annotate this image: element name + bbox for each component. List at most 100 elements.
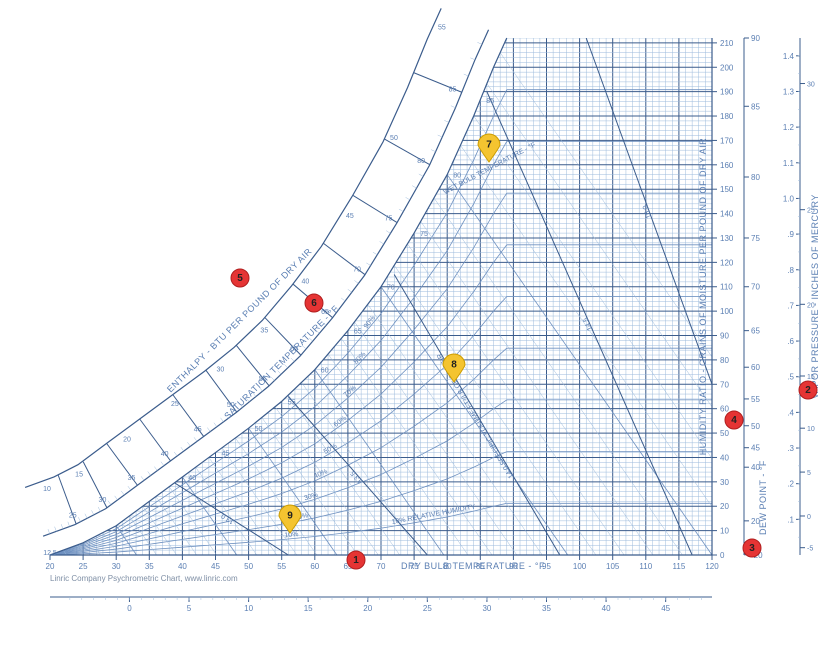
svg-text:0: 0 [807, 514, 811, 521]
svg-text:0: 0 [127, 604, 132, 613]
svg-text:75: 75 [385, 215, 393, 222]
marker-yellow-9: 9 [279, 505, 301, 533]
svg-text:40: 40 [720, 453, 729, 462]
svg-text:20: 20 [123, 436, 131, 443]
svg-text:25: 25 [79, 562, 88, 571]
svg-text:35: 35 [145, 562, 154, 571]
svg-text:45: 45 [211, 562, 220, 571]
svg-text:200: 200 [720, 63, 734, 72]
svg-text:60: 60 [321, 368, 329, 375]
svg-text:1.2: 1.2 [783, 123, 795, 132]
svg-text:40: 40 [161, 451, 169, 458]
svg-text:70: 70 [387, 285, 395, 292]
svg-text:85: 85 [751, 102, 760, 111]
svg-text:20: 20 [46, 562, 55, 571]
svg-text:90: 90 [751, 34, 760, 43]
svg-text:1.3: 1.3 [783, 87, 795, 96]
svg-text:60: 60 [310, 562, 319, 571]
svg-text:.8: .8 [787, 266, 794, 275]
svg-text:85: 85 [486, 98, 494, 105]
svg-text:30: 30 [217, 367, 225, 374]
svg-text:35: 35 [260, 327, 268, 334]
svg-text:15: 15 [75, 472, 83, 479]
svg-text:2: 2 [805, 385, 811, 396]
svg-text:30: 30 [720, 478, 729, 487]
svg-text:45: 45 [194, 426, 202, 433]
marker-yellow-8: 8 [443, 354, 465, 382]
svg-text:80: 80 [720, 356, 729, 365]
svg-text:40: 40 [301, 279, 309, 286]
svg-text:55: 55 [751, 395, 760, 404]
svg-text:15.0: 15.0 [642, 204, 653, 219]
svg-text:10: 10 [43, 486, 51, 493]
svg-text:10: 10 [807, 426, 815, 433]
svg-text:70: 70 [377, 562, 386, 571]
svg-text:3: 3 [749, 543, 755, 554]
humidity-ratio-title: HUMIDITY RATIO - GRAINS OF MOISTURE PER … [698, 138, 708, 455]
svg-text:130: 130 [720, 234, 734, 243]
svg-text:10: 10 [720, 527, 729, 536]
svg-text:14.5: 14.5 [582, 316, 594, 331]
svg-text:40%: 40% [313, 468, 329, 480]
svg-text:-5: -5 [807, 546, 813, 553]
svg-text:30: 30 [112, 562, 121, 571]
svg-text:100: 100 [573, 562, 587, 571]
svg-text:8: 8 [451, 360, 457, 371]
svg-text:.6: .6 [787, 337, 794, 346]
svg-text:65: 65 [751, 327, 760, 336]
svg-text:80: 80 [417, 158, 425, 165]
svg-text:.3: .3 [787, 444, 794, 453]
marker-red-5: 5 [231, 269, 249, 287]
svg-text:7: 7 [486, 140, 492, 151]
chart-caption: Linric Company Psychrometric Chart, www.… [50, 574, 238, 583]
svg-text:30: 30 [99, 497, 107, 504]
svg-text:50%: 50% [323, 443, 339, 456]
svg-text:35: 35 [542, 604, 551, 613]
svg-text:170: 170 [720, 136, 734, 145]
svg-text:40: 40 [188, 475, 196, 482]
marker-red-4: 4 [725, 411, 743, 429]
svg-text:50: 50 [390, 135, 398, 142]
svg-text:25: 25 [69, 513, 77, 520]
svg-text:20: 20 [363, 604, 372, 613]
svg-text:70: 70 [751, 283, 760, 292]
svg-text:.2: .2 [787, 480, 794, 489]
svg-text:20: 20 [720, 502, 729, 511]
svg-text:40: 40 [178, 562, 187, 571]
svg-text:6: 6 [311, 298, 317, 309]
svg-text:15: 15 [304, 604, 313, 613]
svg-text:75: 75 [420, 231, 428, 238]
svg-text:85: 85 [449, 86, 457, 93]
svg-text:40: 40 [602, 604, 611, 613]
enthalpy-title: ENTHALPY - BTU PER POUND OF DRY AIR [165, 246, 314, 394]
svg-text:65: 65 [354, 329, 362, 336]
svg-text:190: 190 [720, 88, 734, 97]
svg-text:50: 50 [751, 422, 760, 431]
svg-text:10%: 10% [284, 531, 299, 539]
svg-text:90: 90 [720, 332, 729, 341]
svg-text:.9: .9 [787, 230, 794, 239]
svg-text:120: 120 [720, 258, 734, 267]
marker-red-6: 6 [305, 294, 323, 312]
svg-text:105: 105 [606, 562, 620, 571]
x-axis-title: DRY BULB TEMPERATURE - °F [401, 561, 545, 571]
svg-text:1.0: 1.0 [783, 194, 795, 203]
svg-text:.5: .5 [787, 373, 794, 382]
psychrometric-chart: 2025303540455055606570758085909510010511… [0, 0, 836, 645]
svg-text:80: 80 [751, 173, 760, 182]
svg-text:110: 110 [720, 283, 733, 292]
svg-text:30: 30 [807, 82, 815, 89]
svg-text:45: 45 [222, 451, 230, 458]
svg-text:0: 0 [720, 551, 725, 560]
svg-text:.4: .4 [787, 408, 794, 417]
svg-text:90%: 90% [363, 315, 377, 330]
svg-text:60%: 60% [333, 415, 348, 429]
svg-text:80: 80 [453, 173, 461, 180]
svg-text:150: 150 [720, 185, 734, 194]
svg-text:5: 5 [187, 604, 192, 613]
svg-text:210: 210 [720, 39, 734, 48]
svg-text:115: 115 [673, 562, 686, 571]
svg-text:1: 1 [353, 555, 359, 566]
svg-text:1.1: 1.1 [783, 159, 795, 168]
svg-text:45: 45 [661, 604, 670, 613]
